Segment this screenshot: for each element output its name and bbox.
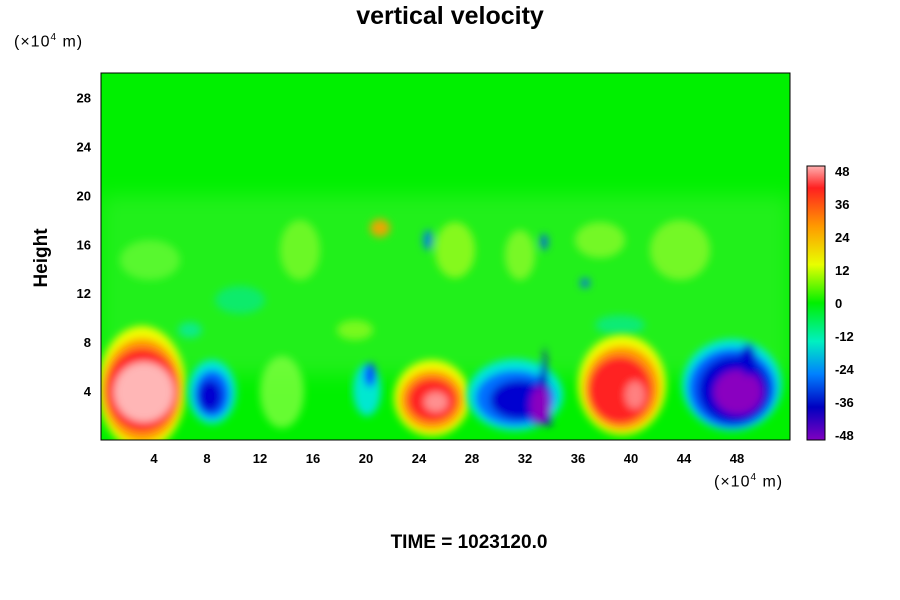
plot-frame xyxy=(100,72,791,441)
colorbar-tick-label: -48 xyxy=(835,428,854,443)
downdraft-cell-4 xyxy=(353,363,381,416)
colorbar-tick-label: -24 xyxy=(835,362,855,377)
colorbar xyxy=(806,165,826,441)
downdraft-cell-6 xyxy=(467,345,563,431)
downdraft-cell-8 xyxy=(682,339,782,431)
x-tick-label: 12 xyxy=(253,451,267,466)
weak-cell-3 xyxy=(260,356,304,428)
colorbar-tick-labels: 48 36 24 12 0 -12 -24 -36 -48 xyxy=(835,164,855,443)
y-tick-label: 16 xyxy=(77,237,91,252)
y-tick-label: 20 xyxy=(77,188,91,203)
y-tick-label: 4 xyxy=(84,384,92,399)
chart-title: vertical velocity xyxy=(356,2,544,30)
colorbar-tick-label: 48 xyxy=(835,164,849,179)
x-tick-label: 20 xyxy=(359,451,373,466)
colorbar-tick-label: 0 xyxy=(835,296,842,311)
updraft-cell-7 xyxy=(578,335,666,435)
x-tick-label: 28 xyxy=(465,451,479,466)
y-axis-unit: (×104 m) xyxy=(14,32,84,51)
colorbar-tick-label: -36 xyxy=(835,395,854,410)
y-tick-label: 8 xyxy=(84,335,91,350)
x-tick-label: 36 xyxy=(571,451,585,466)
colorbar-tick-label: 12 xyxy=(835,263,849,278)
x-tick-label: 24 xyxy=(412,451,427,466)
updraft-cell-5 xyxy=(394,360,470,436)
y-tick-label: 24 xyxy=(77,139,92,154)
downdraft-cell-2 xyxy=(188,360,236,424)
y-tick-label: 12 xyxy=(77,286,91,301)
updraft-cell-1 xyxy=(101,326,186,440)
time-label: TIME = 1023120.0 xyxy=(390,532,548,553)
x-tick-label: 44 xyxy=(677,451,692,466)
x-tick-label: 16 xyxy=(306,451,320,466)
x-tick-labels: 4 8 12 16 20 24 28 32 36 40 44 48 xyxy=(150,451,744,466)
x-tick-label: 32 xyxy=(518,451,532,466)
x-tick-label: 40 xyxy=(624,451,638,466)
y-tick-labels: 4 8 12 16 20 24 28 xyxy=(77,90,92,399)
x-axis-unit: (×104 m) xyxy=(714,472,784,491)
colorbar-tick-label: 36 xyxy=(835,197,849,212)
y-tick-label: 28 xyxy=(77,90,91,105)
colorbar-tick-label: 24 xyxy=(835,230,850,245)
mid-level-turbulence xyxy=(120,219,710,340)
x-tick-label: 4 xyxy=(150,451,158,466)
x-tick-label: 48 xyxy=(730,451,744,466)
x-tick-label: 8 xyxy=(203,451,210,466)
contour-field xyxy=(101,73,790,440)
colorbar-tick-label: -12 xyxy=(835,329,854,344)
